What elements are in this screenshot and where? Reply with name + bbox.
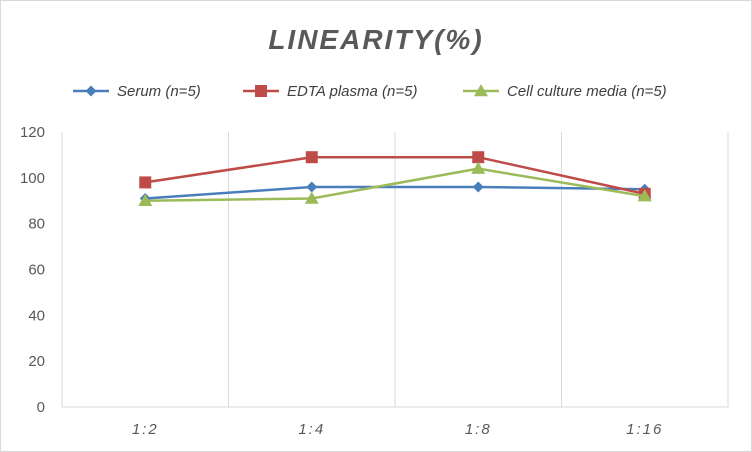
grid-lines	[61, 132, 729, 407]
series-line	[145, 185, 645, 200]
axes: 0 20 40 60 80 100 120 1:2 1:4 1:8 1:16	[20, 124, 728, 438]
legend-marker	[85, 85, 97, 97]
y-tick-label: 80	[28, 216, 45, 233]
x-tick-label: 1:4	[298, 421, 325, 438]
series-2	[139, 151, 651, 200]
y-tick-label: 60	[28, 262, 45, 279]
y-tick-label: 120	[20, 124, 45, 141]
legend-label: EDTA plasma (n=5)	[287, 83, 417, 100]
x-tick-label: 1:2	[132, 421, 159, 438]
series-3	[138, 161, 652, 206]
x-tick-label: 1:16	[626, 421, 663, 438]
data-point	[306, 181, 318, 193]
series-line	[145, 155, 646, 196]
x-tick-label: 1:8	[465, 421, 492, 438]
data-point	[305, 151, 318, 164]
legend-label: Cell culture media (n=5)	[507, 83, 667, 100]
chart-title: LINEARITY(%)	[268, 24, 483, 55]
data-point	[472, 181, 484, 193]
data-point	[472, 151, 485, 164]
series-group	[138, 151, 652, 206]
data-point	[139, 176, 152, 189]
data-point	[637, 189, 652, 202]
legend-marker	[474, 84, 488, 97]
y-tick-label: 100	[20, 170, 45, 187]
y-tick-label: 20	[28, 353, 45, 370]
series-line	[145, 167, 645, 202]
y-tick-label: 0	[37, 399, 45, 416]
y-tick-label: 40	[28, 307, 45, 324]
legend-label: Serum (n=5)	[117, 83, 201, 100]
data-point	[304, 191, 319, 204]
legend-marker	[255, 85, 267, 97]
legend: Serum (n=5) EDTA plasma (n=5) Cell culture…	[73, 83, 667, 100]
data-point	[471, 161, 486, 174]
data-point	[138, 193, 153, 206]
